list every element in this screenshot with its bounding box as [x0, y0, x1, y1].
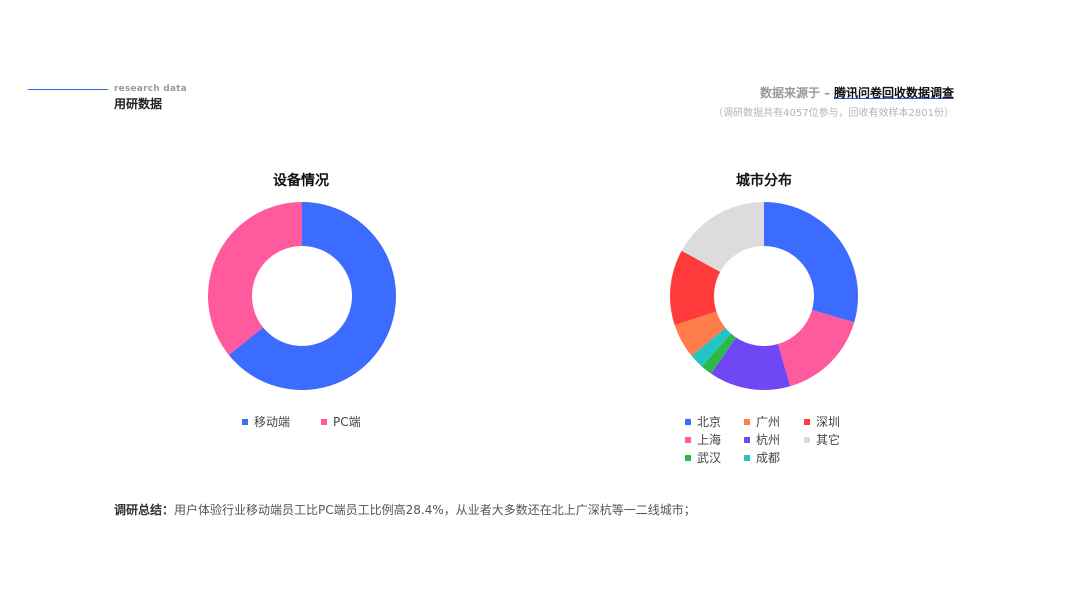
device-chart-title: 设备情况: [273, 173, 329, 189]
source-note: （调研数据共有4057位参与，回收有效样本2801份）: [713, 108, 954, 119]
legend-swatch: [321, 418, 327, 425]
legend-swatch: [744, 454, 750, 461]
city-slice-5: [691, 327, 731, 367]
city-legend-item: 广州: [744, 413, 780, 430]
summary: 调研总结：用户体验行业移动端员工比PC端员工比例高28.4%，从业者大多数还在北…: [114, 501, 696, 518]
city-legend-item: 上海: [685, 431, 721, 448]
city-legend-item: 北京: [685, 413, 721, 430]
device-donut-chart: [208, 202, 396, 390]
city-slice-4: [701, 333, 736, 374]
city-slice-1: [764, 202, 858, 323]
accent-line: [28, 89, 108, 90]
legend-swatch: [804, 436, 810, 443]
legend-label: 深圳: [816, 415, 841, 429]
legend-swatch: [744, 418, 750, 425]
legend-swatch: [744, 436, 750, 443]
summary-text: 用户体验行业移动端员工比PC端员工比例高28.4%，从业者大多数还在北上广深杭等…: [174, 503, 696, 517]
device-legend-item: 移动端: [242, 413, 290, 430]
legend-label: PC端: [333, 415, 361, 429]
legend-swatch: [685, 436, 691, 443]
city-donut-chart: [670, 202, 858, 390]
legend-label: 其它: [816, 433, 841, 447]
source-name: 腾讯问卷回收数据调查: [833, 86, 954, 100]
legend-swatch: [685, 454, 691, 461]
device-slice-1: [228, 202, 396, 390]
city-slice-6: [674, 311, 726, 356]
city-slice-7: [670, 250, 721, 326]
city-legend-item: 深圳: [804, 413, 840, 430]
summary-label: 调研总结：: [114, 503, 175, 517]
city-legend-item: 成都: [744, 449, 780, 466]
city-legend-item: 杭州: [744, 431, 780, 448]
city-chart-title: 城市分布: [736, 173, 792, 189]
section-eyebrow: research data: [114, 84, 187, 94]
legend-label: 广州: [756, 415, 781, 429]
legend-label: 移动端: [254, 415, 291, 429]
source-label: 数据来源于 –: [759, 86, 831, 100]
legend-label: 北京: [697, 415, 722, 429]
section-title: 用研数据: [114, 97, 163, 111]
legend-swatch: [804, 418, 810, 425]
legend-swatch: [242, 418, 248, 425]
city-legend-item: 武汉: [685, 449, 721, 466]
device-legend-item: PC端: [321, 413, 361, 430]
data-source: 数据来源于 – 腾讯问卷回收数据调查: [760, 84, 954, 101]
city-legend-item: 其它: [804, 431, 840, 448]
device-slice-2: [208, 202, 302, 356]
legend-label: 上海: [697, 433, 722, 447]
legend-label: 成都: [756, 451, 781, 465]
city-slice-8: [681, 202, 764, 272]
city-slice-2: [777, 309, 855, 387]
legend-swatch: [685, 418, 691, 425]
legend-label: 武汉: [697, 451, 722, 465]
city-slice-3: [711, 337, 791, 390]
legend-label: 杭州: [756, 433, 781, 447]
